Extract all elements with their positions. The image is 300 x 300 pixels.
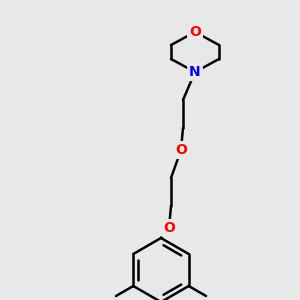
Text: O: O [175, 143, 187, 157]
Text: O: O [189, 25, 201, 39]
Text: N: N [189, 65, 201, 79]
Text: O: O [163, 221, 175, 235]
